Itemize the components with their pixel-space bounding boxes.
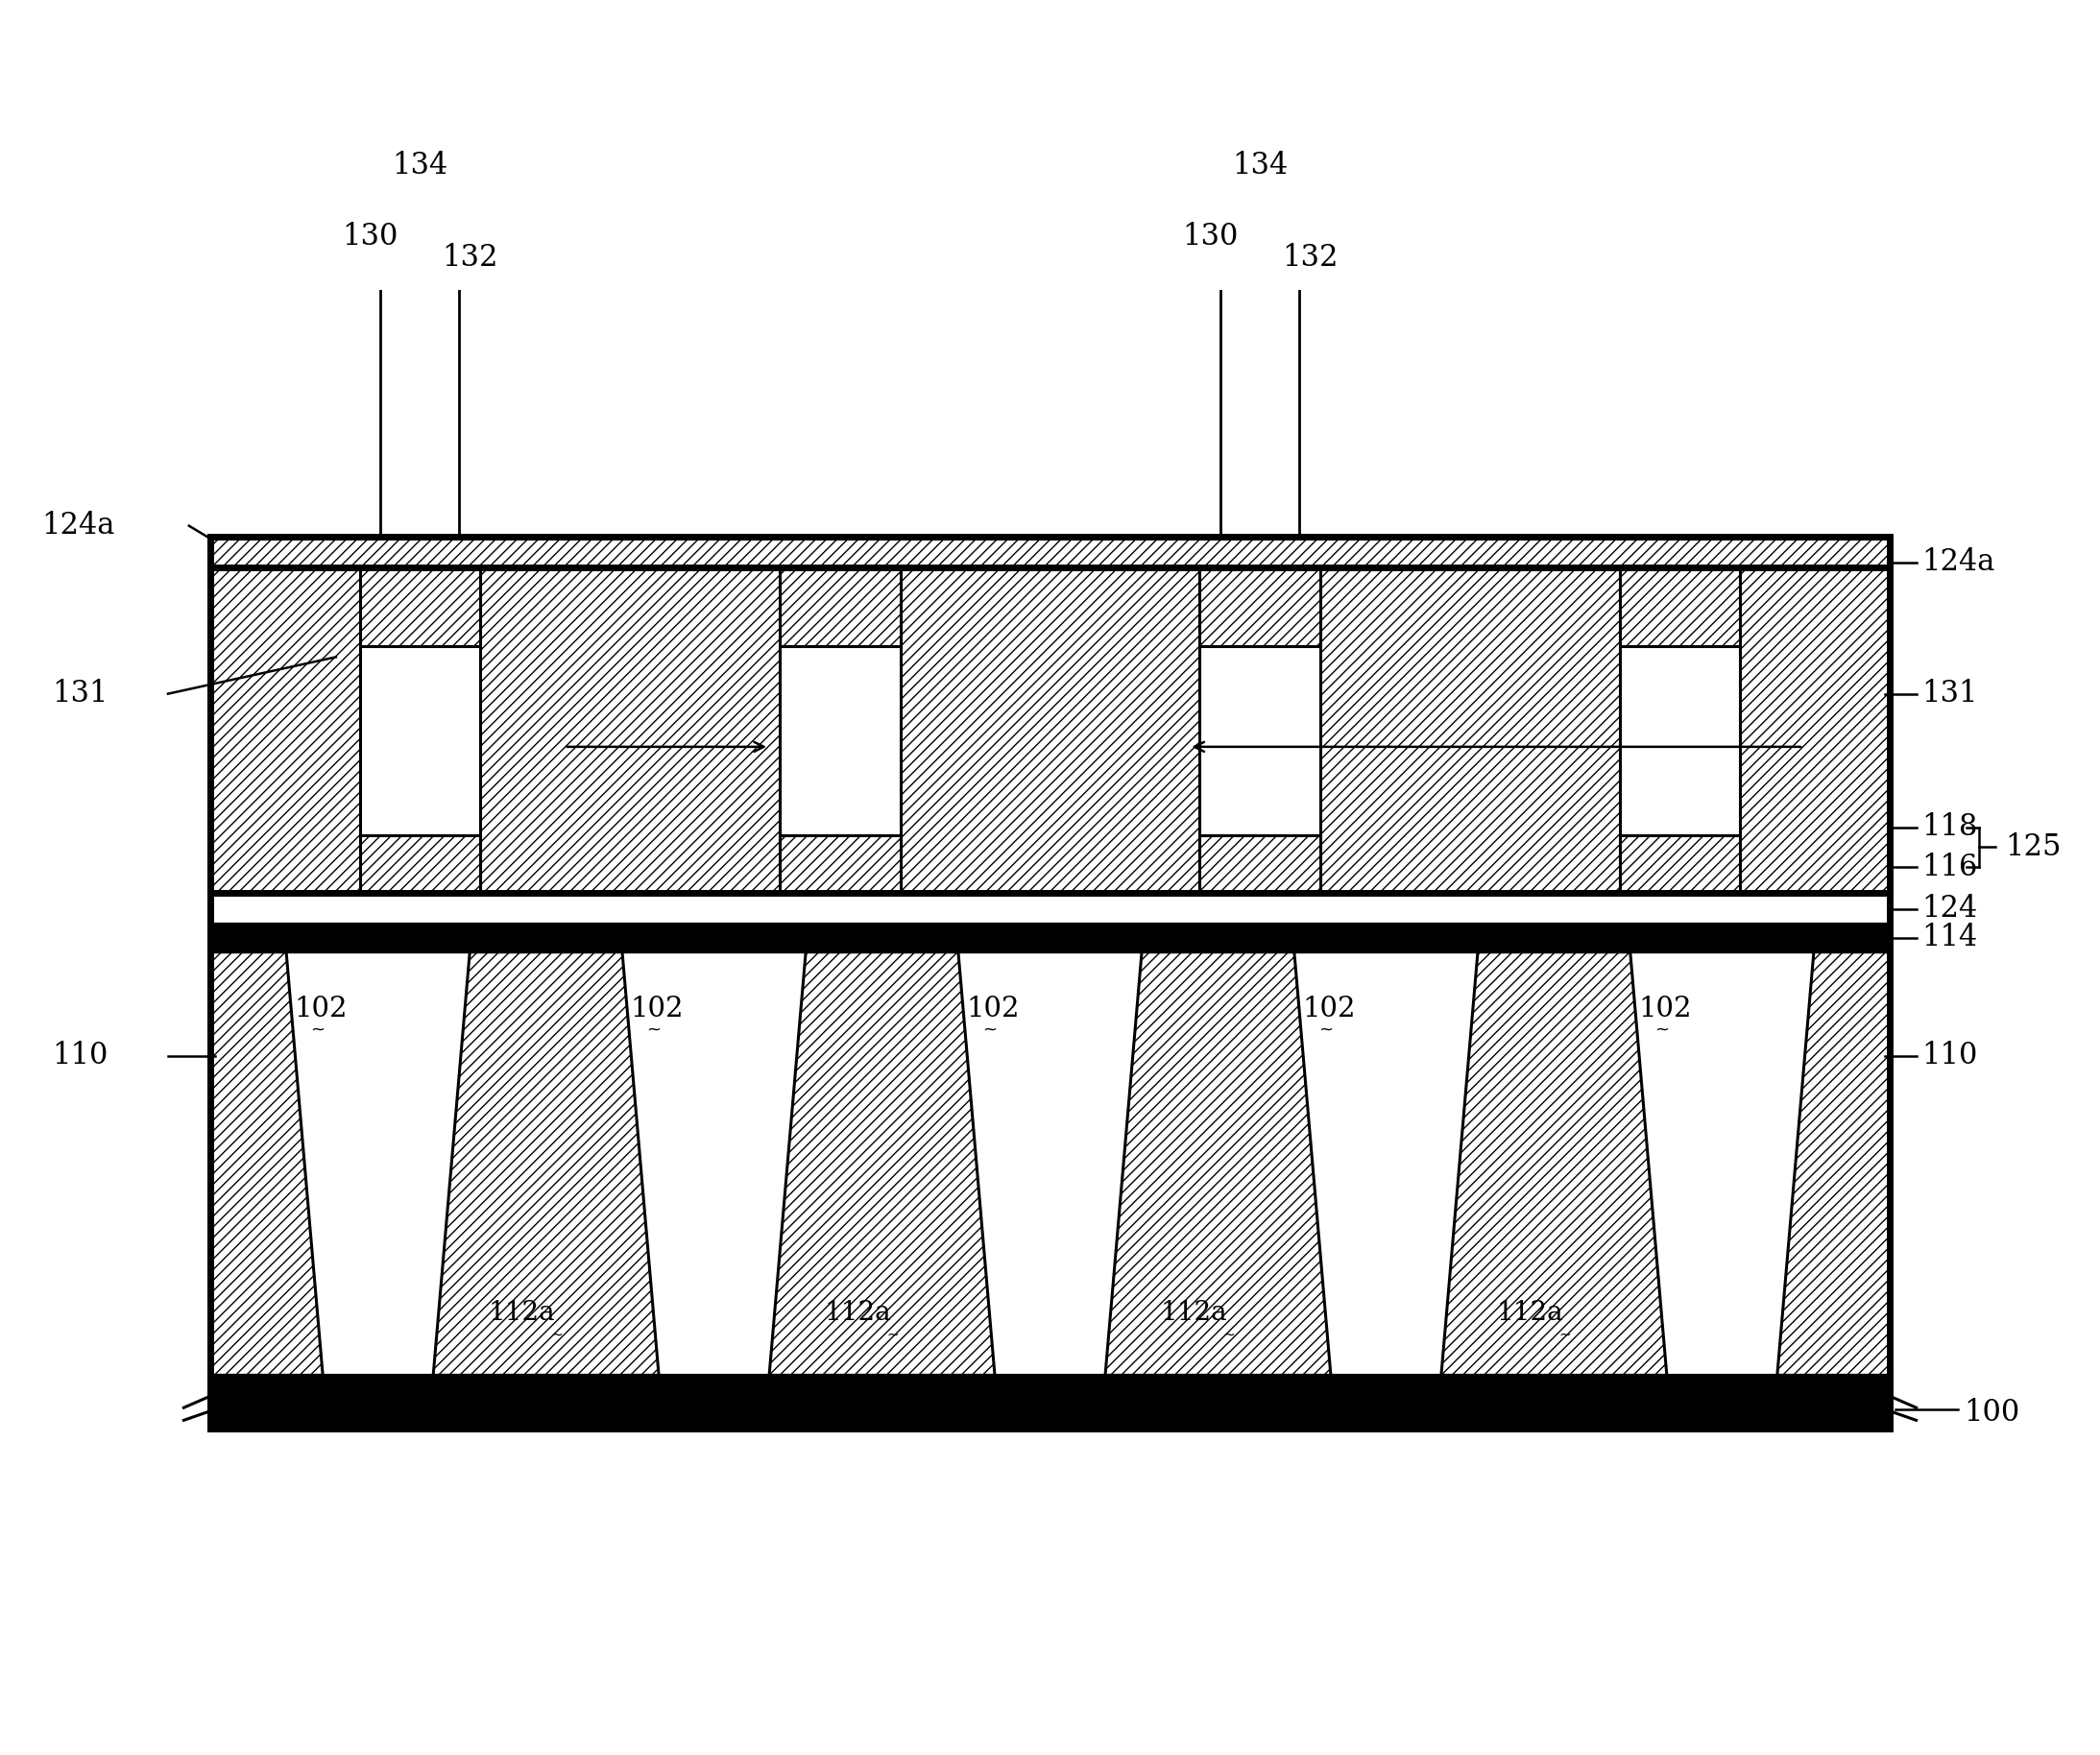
Bar — [210, 951, 1890, 1376]
Text: 110: 110 — [53, 1041, 109, 1071]
Bar — [359, 835, 481, 893]
Text: 124a: 124a — [42, 511, 116, 541]
Text: 134: 134 — [393, 151, 447, 181]
Bar — [359, 569, 481, 646]
Bar — [210, 925, 1890, 951]
Bar — [210, 537, 1890, 893]
Text: 134: 134 — [1233, 151, 1287, 181]
Bar — [210, 951, 1890, 1376]
Text: ~: ~ — [647, 1021, 662, 1039]
Bar — [1199, 569, 1321, 893]
Bar — [1619, 569, 1741, 893]
Text: 130: 130 — [342, 223, 399, 253]
Text: 130: 130 — [1182, 223, 1239, 253]
Polygon shape — [622, 951, 806, 1376]
Text: 114: 114 — [1922, 923, 1978, 953]
Text: 112a: 112a — [823, 1300, 890, 1327]
Text: ~: ~ — [1319, 1021, 1334, 1039]
Text: 102: 102 — [1302, 995, 1357, 1021]
Text: 102: 102 — [966, 995, 1021, 1021]
Text: ~: ~ — [983, 1021, 998, 1039]
Text: 124a: 124a — [1922, 548, 1995, 577]
Bar — [359, 569, 481, 893]
Polygon shape — [1294, 951, 1478, 1376]
Bar — [210, 893, 1890, 925]
Bar — [210, 1376, 1890, 1429]
Text: 112a: 112a — [1495, 1300, 1562, 1327]
Text: ~: ~ — [311, 1021, 326, 1039]
Bar — [1199, 835, 1321, 893]
Text: ~: ~ — [1655, 1021, 1670, 1039]
Bar — [779, 835, 901, 893]
Polygon shape — [958, 951, 1142, 1376]
Bar — [779, 569, 901, 646]
Text: 131: 131 — [1922, 679, 1978, 709]
Text: 132: 132 — [1281, 244, 1338, 274]
Text: 112a: 112a — [487, 1300, 554, 1327]
Bar — [779, 569, 901, 893]
Bar — [1619, 835, 1741, 893]
Bar — [210, 569, 1890, 893]
Text: 102: 102 — [630, 995, 685, 1021]
Text: 102: 102 — [294, 995, 349, 1021]
Text: 132: 132 — [441, 244, 498, 274]
Bar — [1199, 569, 1321, 646]
Text: ~: ~ — [886, 1327, 899, 1341]
Text: 102: 102 — [1638, 995, 1693, 1021]
Text: 131: 131 — [53, 679, 109, 709]
Text: ~: ~ — [1222, 1327, 1235, 1341]
Bar — [1619, 569, 1741, 646]
Polygon shape — [1630, 951, 1814, 1376]
Text: ~: ~ — [550, 1327, 563, 1341]
Text: 112a: 112a — [1159, 1300, 1226, 1327]
Bar — [210, 537, 1890, 569]
Text: 118: 118 — [1922, 813, 1978, 842]
Text: 124: 124 — [1922, 893, 1978, 923]
Text: 100: 100 — [1964, 1399, 2020, 1429]
Text: 125: 125 — [2006, 832, 2062, 862]
Text: 116: 116 — [1922, 853, 1978, 881]
Bar — [210, 537, 1890, 1429]
Text: 110: 110 — [1922, 1041, 1978, 1071]
Polygon shape — [286, 951, 470, 1376]
Text: ~: ~ — [1558, 1327, 1571, 1341]
